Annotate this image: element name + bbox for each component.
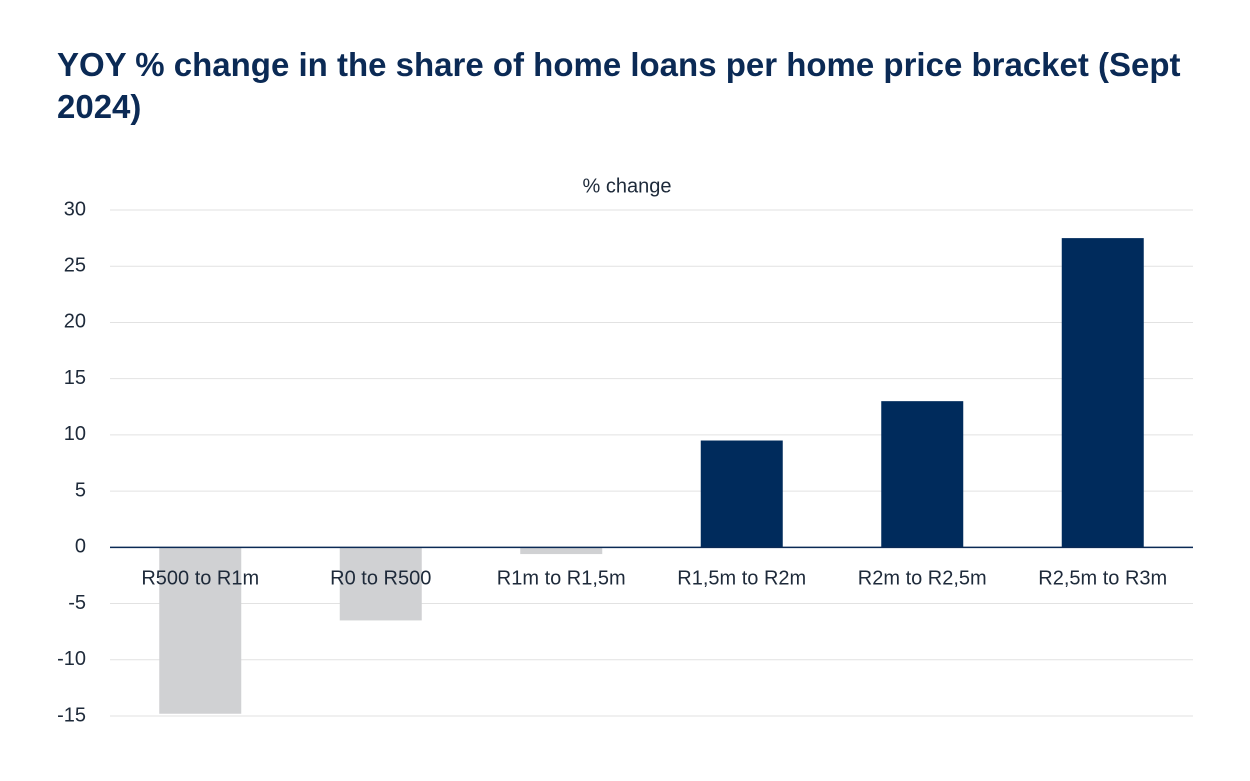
x-tick-label: R0 to R500 [330, 568, 431, 590]
x-tick-label: R2m to R2,5m [858, 568, 987, 590]
y-tick-label: 10 [64, 423, 86, 445]
y-tick-label: -5 [68, 592, 86, 614]
bar [1061, 238, 1144, 548]
y-tick-label: 20 [64, 311, 86, 333]
y-tick-label: 30 [64, 198, 86, 220]
x-tick-label: R1,5m to R2m [677, 568, 806, 590]
y-tick-label: 0 [75, 536, 86, 558]
bar [700, 440, 783, 548]
bar [339, 547, 422, 621]
y-tick-label: 15 [64, 367, 86, 389]
x-tick-label: R500 to R1m [141, 568, 259, 590]
y-tick-label: 25 [64, 255, 86, 277]
x-tick-label: R2,5m to R3m [1038, 568, 1167, 590]
chart-subtitle: % change [583, 175, 672, 197]
bar [159, 547, 242, 714]
y-tick-label: -15 [57, 704, 86, 726]
bar [881, 401, 964, 548]
bar [520, 547, 603, 555]
chart-title: YOY % change in the share of home loans … [57, 46, 1181, 125]
x-tick-label: R1m to R1,5m [497, 568, 626, 590]
y-tick-label: -10 [57, 648, 86, 670]
y-tick-label: 5 [75, 479, 86, 501]
